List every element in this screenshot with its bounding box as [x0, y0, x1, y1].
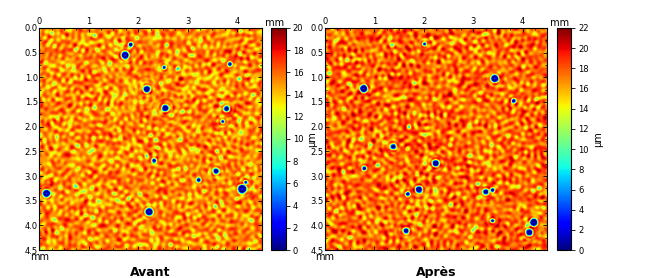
- Text: mm: mm: [547, 18, 569, 28]
- Y-axis label: μm: μm: [593, 131, 603, 147]
- Text: Avant: Avant: [130, 266, 171, 278]
- Text: Après: Après: [416, 266, 456, 278]
- Y-axis label: μm: μm: [307, 131, 317, 147]
- Text: mm: mm: [30, 252, 49, 262]
- Text: mm: mm: [262, 18, 284, 28]
- Text: mm: mm: [316, 252, 334, 262]
